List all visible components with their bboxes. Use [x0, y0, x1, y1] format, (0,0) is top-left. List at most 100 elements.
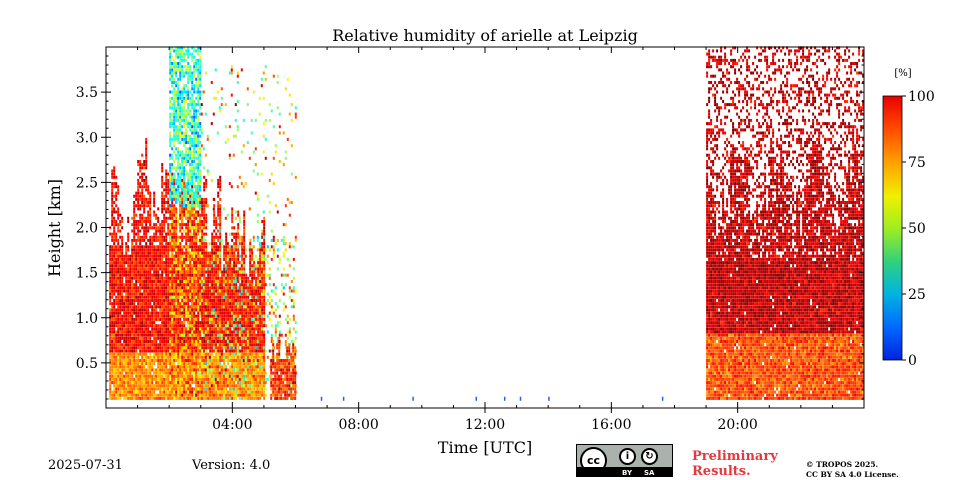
heatmap-cell	[229, 283, 232, 287]
heatmap-cell	[161, 245, 164, 249]
heatmap-cell	[133, 352, 136, 356]
heatmap-cell	[111, 371, 114, 375]
heatmap-cell	[173, 245, 176, 249]
heatmap-cell	[167, 216, 170, 220]
heatmap-cell	[153, 191, 156, 195]
heatmap-cell	[169, 267, 172, 271]
heatmap-cell	[171, 248, 174, 252]
heatmap-cell	[129, 305, 132, 309]
heatmap-cell	[109, 374, 112, 378]
heatmap-cell	[183, 182, 186, 186]
heatmap-cell	[113, 381, 116, 385]
heatmap-cell	[125, 387, 128, 391]
heatmap-cell	[185, 251, 188, 255]
heatmap-cell	[205, 216, 208, 220]
heatmap-cell	[219, 226, 222, 230]
heatmap-cell	[177, 84, 180, 88]
heatmap-cell	[183, 55, 186, 59]
heatmap-cell	[179, 340, 182, 343]
heatmap-cell	[187, 371, 190, 375]
heatmap-cell	[177, 352, 180, 356]
heatmap-cell	[181, 340, 184, 343]
heatmap-cell	[173, 330, 176, 334]
heatmap-cell	[143, 226, 146, 230]
heatmap-cell	[139, 295, 142, 299]
heatmap-cell	[221, 276, 224, 280]
heatmap-cell	[239, 311, 242, 315]
heatmap-cell	[157, 251, 160, 255]
heatmap-cell	[113, 242, 116, 246]
heatmap-cell	[137, 390, 140, 394]
heatmap-cell	[165, 324, 168, 328]
heatmap-cell	[201, 377, 204, 381]
heatmap-cell	[177, 93, 180, 97]
heatmap-cell	[229, 333, 232, 337]
heatmap-cell	[133, 204, 136, 208]
heatmap-cell	[161, 374, 164, 378]
heatmap-cell	[169, 115, 172, 119]
heatmap-cell	[215, 257, 218, 261]
heatmap-cell	[257, 261, 260, 265]
heatmap-cell	[149, 371, 152, 375]
heatmap-cell	[253, 295, 256, 299]
heatmap-cell	[259, 330, 262, 334]
heatmap-cell	[147, 321, 150, 325]
heatmap-cell	[185, 90, 188, 94]
heatmap-cell	[227, 280, 230, 283]
heatmap-cell	[151, 333, 154, 337]
heatmap-cell	[119, 355, 122, 359]
heatmap-cell	[123, 365, 126, 369]
heatmap-cell	[131, 289, 134, 293]
heatmap-cell	[235, 359, 238, 362]
heatmap-cell	[137, 384, 140, 388]
heatmap-cell	[221, 384, 224, 388]
heatmap-cell	[143, 245, 146, 249]
heatmap-cell	[179, 125, 182, 129]
heatmap-cell	[229, 340, 232, 343]
heatmap-cell	[191, 381, 194, 385]
heatmap-cell	[219, 390, 222, 394]
heatmap-cell	[237, 314, 240, 318]
heatmap-cell	[245, 327, 248, 331]
heatmap-cell	[141, 267, 144, 271]
heatmap-cell	[259, 280, 262, 283]
heatmap-cell	[167, 330, 170, 334]
heatmap-cell	[183, 317, 186, 321]
heatmap-cell	[187, 216, 190, 220]
heatmap-cell	[165, 377, 168, 381]
heatmap-cell	[169, 321, 172, 325]
heatmap-cell	[121, 299, 124, 302]
heatmap-cell	[133, 340, 136, 343]
heatmap-cell	[213, 286, 216, 290]
heatmap-cell	[135, 365, 138, 369]
heatmap-cell	[133, 308, 136, 312]
heatmap-cell	[161, 248, 164, 252]
heatmap-cell	[159, 267, 162, 271]
heatmap-cell	[205, 261, 208, 265]
heatmap-cell	[185, 96, 188, 100]
heatmap-cell	[183, 283, 186, 287]
heatmap-cell	[113, 390, 116, 394]
heatmap-cell	[151, 254, 154, 258]
heatmap-cell	[171, 381, 174, 385]
heatmap-cell	[161, 390, 164, 394]
heatmap-cell	[137, 340, 140, 343]
heatmap-cell	[149, 393, 152, 397]
heatmap-cell	[201, 204, 204, 208]
heatmap-cell	[111, 213, 114, 217]
heatmap-cell	[141, 245, 144, 249]
heatmap-cell	[167, 324, 170, 328]
heatmap-cell	[183, 305, 186, 309]
heatmap-cell	[225, 352, 228, 356]
heatmap-cell	[171, 305, 174, 309]
heatmap-cell	[217, 207, 220, 211]
heatmap-cell	[123, 305, 126, 309]
heatmap-cell	[141, 276, 144, 280]
heatmap-cell	[227, 245, 230, 249]
heatmap-cell	[169, 340, 172, 343]
heatmap-cell	[183, 197, 186, 201]
heatmap-cell	[173, 204, 176, 208]
heatmap-cell	[249, 327, 252, 331]
heatmap-cell	[183, 160, 186, 163]
heatmap-cell	[123, 396, 126, 400]
